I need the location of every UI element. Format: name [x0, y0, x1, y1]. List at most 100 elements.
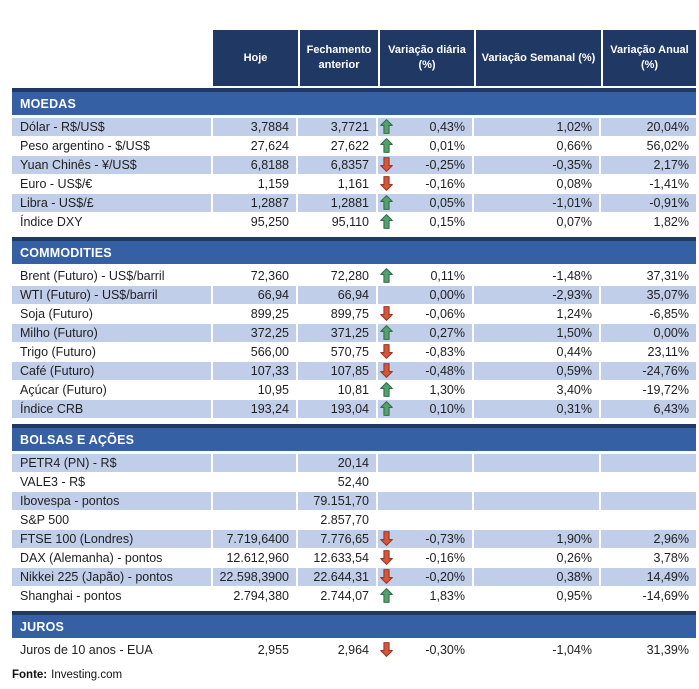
cell-hoje: 95,250 [213, 213, 298, 231]
table-row: Milho (Futuro) 372,25 371,25 0,27% 1,50% 0,00… [12, 324, 696, 343]
cell-fechamento-anterior: 6,8357 [298, 156, 378, 174]
section-title: MOEDAS [20, 96, 77, 111]
table-row: DAX (Alemanha) - pontos 12.612,960 12.633,… [12, 549, 696, 568]
cell-variacao-anual: -0,91% [649, 196, 689, 210]
cell-fechamento-anterior: 22.644,31 [298, 568, 378, 586]
cell-variacao-diaria: 0,15% [378, 213, 474, 231]
row-label: VALE3 - R$ [12, 473, 213, 491]
cell-variacao-semanal: 1,50% [474, 324, 601, 342]
cell-variacao-anual: 56,02% [646, 139, 689, 153]
cell-variacao-diaria: 0,01% [378, 137, 474, 155]
row-label: Euro - US$/€ [12, 175, 213, 193]
cell-variacao-anual: -1,41% [649, 177, 689, 191]
cell-variacao-anual [601, 473, 696, 491]
cell-variacao-anual: 0,00% [653, 326, 689, 340]
cell-variacao-semanal: -1,01% [474, 194, 601, 212]
cell-fechamento-anterior: 2.857,70 [298, 511, 378, 529]
up-arrow-icon [380, 119, 393, 134]
cell-variacao-diaria: -0,16% [378, 175, 474, 193]
cell-variacao-anual: 37,31% [646, 269, 689, 283]
variacao-diaria-value: -0,16% [425, 551, 465, 565]
row-label: Índice DXY [12, 213, 213, 231]
variacao-diaria-value: -0,06% [425, 307, 465, 321]
cell-fechamento-anterior: 10,81 [298, 381, 378, 399]
cell-fechamento-anterior: 95,110 [298, 213, 378, 231]
table-row: Nikkei 225 (Japão) - pontos 22.598,3900 22… [12, 568, 696, 587]
cell-variacao-anual: 6,43% [653, 402, 689, 416]
up-arrow-icon [380, 588, 393, 603]
source-note: Fonte: Investing.com [12, 669, 696, 681]
up-arrow-icon [380, 268, 393, 283]
cell-variacao-diaria: -0,16% [378, 549, 474, 567]
cell-fechamento-anterior: 107,85 [298, 362, 378, 380]
row-label: Nikkei 225 (Japão) - pontos [12, 568, 213, 586]
variacao-diaria-value: -0,48% [425, 364, 465, 378]
section-header-moedas: MOEDAS [12, 88, 696, 115]
cell-fechamento-anterior: 2.744,07 [298, 587, 378, 605]
cell-variacao-semanal: -0,35% [474, 156, 601, 174]
source-value: Investing.com [51, 669, 123, 681]
cell-hoje: 193,24 [213, 400, 298, 418]
section-header-commodities: COMMODITIES [12, 237, 696, 264]
cell-variacao-diaria [378, 511, 474, 529]
row-label: Soja (Futuro) [12, 305, 213, 323]
cell-variacao-anual [601, 492, 696, 510]
cell-variacao-semanal: 0,08% [474, 175, 601, 193]
up-arrow-icon [380, 214, 393, 229]
row-label: Brent (Futuro) - US$/barril [12, 267, 213, 285]
table-row: WTI (Futuro) - US$/barril 66,94 66,94 0,00%… [12, 286, 696, 305]
cell-hoje: 10,95 [213, 381, 298, 399]
table-row: Índice CRB 193,24 193,04 0,10% 0,31% 6,43% [12, 400, 696, 419]
cell-hoje: 2.794,380 [213, 587, 298, 605]
row-label: Peso argentino - $/US$ [12, 137, 213, 155]
table-row: FTSE 100 (Londres) 7.719,6400 7.776,65 -0,7… [12, 530, 696, 549]
down-arrow-icon [380, 531, 393, 546]
table-row: Brent (Futuro) - US$/barril 72,360 72,280 0… [12, 267, 696, 286]
column-header-variacao-semanal: Variação Semanal (%) [474, 30, 601, 86]
cell-hoje: 372,25 [213, 324, 298, 342]
cell-variacao-semanal: 0,59% [474, 362, 601, 380]
cell-hoje [213, 454, 298, 472]
cell-fechamento-anterior: 72,280 [298, 267, 378, 285]
row-label: Milho (Futuro) [12, 324, 213, 342]
down-arrow-icon [380, 550, 393, 565]
section-header-bolsas-e-acoes: BOLSAS E AÇÕES [12, 424, 696, 451]
cell-variacao-diaria: -0,06% [378, 305, 474, 323]
cell-fechamento-anterior: 7.776,65 [298, 530, 378, 548]
source-label: Fonte: [12, 669, 48, 681]
row-label: Ibovespa - pontos [12, 492, 213, 510]
variacao-diaria-value: 0,05% [429, 196, 465, 210]
cell-hoje: 566,00 [213, 343, 298, 361]
cell-variacao-semanal: 0,44% [474, 343, 601, 361]
cell-hoje: 66,94 [213, 286, 298, 304]
cell-variacao-anual: 2,17% [653, 158, 689, 172]
cell-variacao-diaria [378, 454, 474, 472]
table-row: S&P 500 2.857,70 [12, 511, 696, 530]
up-arrow-icon [380, 195, 393, 210]
cell-fechamento-anterior: 3,7721 [298, 118, 378, 136]
cell-fechamento-anterior: 66,94 [298, 286, 378, 304]
table-row: VALE3 - R$ 52,40 [12, 473, 696, 492]
column-header-row: Hoje Fechamento anterior Variação diária… [213, 30, 696, 86]
cell-variacao-anual: 14,49% [646, 570, 689, 584]
cell-variacao-diaria: 0,27% [378, 324, 474, 342]
table-row: Açúcar (Futuro) 10,95 10,81 1,30% 3,40% -19,7… [12, 381, 696, 400]
cell-variacao-anual: 35,07% [646, 288, 689, 302]
cell-variacao-diaria: 1,30% [378, 381, 474, 399]
cell-hoje: 2,955 [213, 641, 298, 659]
table-row: Peso argentino - $/US$ 27,624 27,622 0,01% 0… [12, 137, 696, 156]
cell-variacao-diaria: 0,10% [378, 400, 474, 418]
row-label: DAX (Alemanha) - pontos [12, 549, 213, 567]
cell-hoje: 899,25 [213, 305, 298, 323]
row-label: S&P 500 [12, 511, 213, 529]
cell-hoje: 22.598,3900 [213, 568, 298, 586]
variacao-diaria-value: -0,30% [425, 643, 465, 657]
cell-variacao-diaria: 0,43% [378, 118, 474, 136]
section-bolsas-e-acoes: BOLSAS E AÇÕES PETR4 (PN) - R$ 20,14 VALE3 … [12, 424, 696, 606]
cell-variacao-anual: 3,78% [653, 551, 689, 565]
down-arrow-icon [380, 306, 393, 321]
table-row: Libra - US$/£ 1,2887 1,2881 0,05% -1,01% -0,9… [12, 194, 696, 213]
cell-variacao-semanal: 3,40% [474, 381, 601, 399]
cell-hoje: 6,8188 [213, 156, 298, 174]
